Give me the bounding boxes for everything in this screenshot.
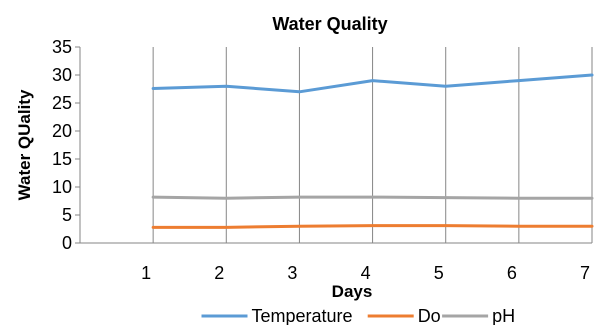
x-tick-label: 2 (214, 263, 224, 283)
grid (79, 47, 593, 243)
x-tick-label: 4 (361, 263, 371, 283)
y-tick-label: 30 (52, 65, 72, 85)
x-tick-labels: 1 2 3 4 5 6 7 (141, 263, 590, 283)
x-tick-label: 7 (580, 263, 590, 283)
x-axis-title: Days (332, 282, 373, 301)
axes (75, 46, 592, 244)
legend-label-do: Do (418, 306, 441, 325)
y-tick-label: 5 (62, 205, 72, 225)
chart-title: Water Quality (272, 14, 387, 34)
y-tick-label: 10 (52, 177, 72, 197)
legend-label-temperature: Temperature (252, 306, 353, 325)
series-line-ph (151, 195, 594, 200)
y-tick-label: 20 (52, 121, 72, 141)
series-lines (151, 73, 594, 229)
y-tick-label: 35 (52, 37, 72, 57)
y-axis-title: Water QUality (15, 89, 34, 200)
x-tick-label: 5 (434, 263, 444, 283)
series-line-temperature (151, 73, 594, 94)
legend: Temperature Do pH (201, 306, 515, 326)
y-tick-label: 15 (52, 149, 72, 169)
x-tick-label: 1 (141, 263, 151, 283)
x-tick-label: 3 (287, 263, 297, 283)
y-tick-labels: 0 5 10 15 20 25 30 35 (52, 37, 72, 253)
y-tick-label: 25 (52, 93, 72, 113)
y-tick-label: 0 (62, 233, 72, 253)
legend-label-ph: pH (492, 306, 515, 325)
x-tick-label: 6 (507, 263, 517, 283)
series-line-do (151, 224, 594, 229)
